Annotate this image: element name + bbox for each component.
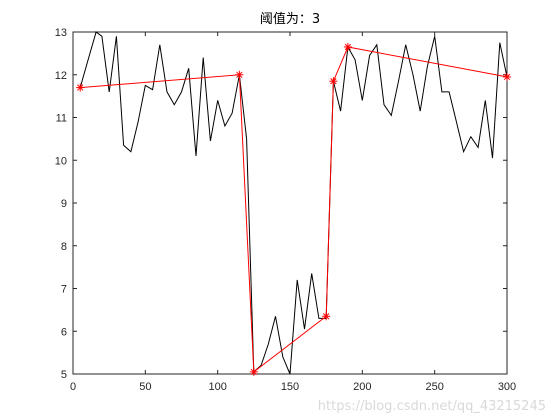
x-tick-label: 300 xyxy=(498,381,516,393)
y-tick-label: 12 xyxy=(55,70,67,82)
segment-point-marker xyxy=(235,70,244,79)
x-tick-label: 200 xyxy=(353,381,371,393)
marker-stroke xyxy=(344,43,352,51)
y-tick-label: 6 xyxy=(61,326,67,338)
segment-point-marker xyxy=(503,72,511,81)
axis-ticks: 0 50 100 150 200 250 300 5 6 7 8 9 10 11 12 13 xyxy=(55,27,516,393)
y-tick-label: 7 xyxy=(61,284,67,296)
plot-area xyxy=(72,31,508,375)
y-tick-label: 5 xyxy=(61,369,67,381)
x-tick-label: 50 xyxy=(139,381,151,393)
segment-point-marker xyxy=(322,312,331,321)
y-tick-label: 11 xyxy=(56,113,67,125)
y-tick-label: 9 xyxy=(61,198,67,210)
y-tick-label: 13 xyxy=(55,27,67,39)
marker-stroke xyxy=(250,368,257,376)
signal-line xyxy=(79,31,508,375)
chart-title: 阈值为：3 xyxy=(260,11,320,27)
marker-stroke xyxy=(330,78,337,85)
x-tick-label: 150 xyxy=(281,381,299,393)
x-tick-label: 0 xyxy=(70,381,76,393)
x-tick-label: 250 xyxy=(425,381,443,393)
series-layer xyxy=(76,31,511,376)
marker-stroke xyxy=(236,71,243,78)
y-tick-label: 8 xyxy=(61,241,67,253)
marker-stroke xyxy=(503,73,511,81)
segment-point-marker xyxy=(76,83,85,92)
segment-point-marker xyxy=(343,42,352,51)
x-tick-label: 100 xyxy=(208,381,226,393)
segment-point-marker xyxy=(249,367,258,376)
y-tick-label: 10 xyxy=(55,155,67,167)
marker-stroke xyxy=(77,84,84,91)
watermark-text: https://blog.csdn.net/qq_43215245 xyxy=(317,399,546,414)
segment-point-marker xyxy=(329,77,338,86)
marker-stroke xyxy=(323,313,330,320)
